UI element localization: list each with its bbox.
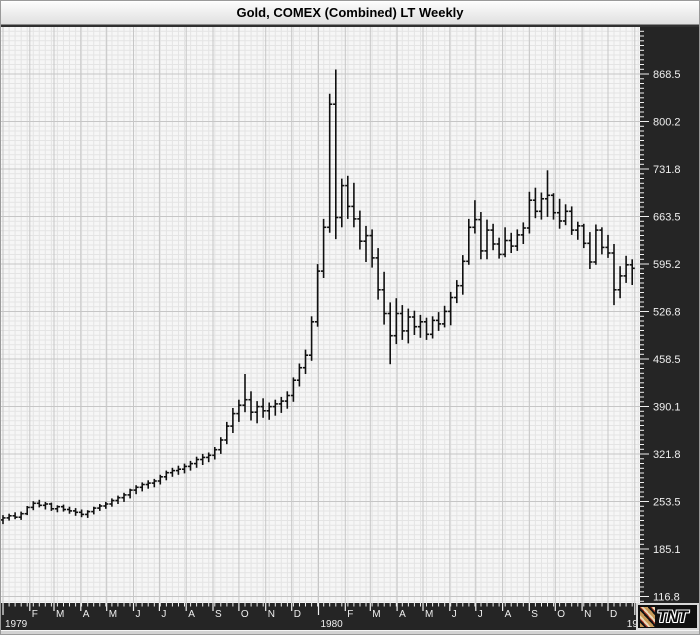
- svg-text:458.5: 458.5: [653, 354, 681, 366]
- svg-text:D: D: [294, 609, 301, 620]
- dynamite-icon: [640, 606, 655, 627]
- window-title-bar[interactable]: Gold, COMEX (Combined) LT Weekly: [1, 1, 699, 25]
- y-axis-background: [640, 27, 699, 603]
- svg-text:F: F: [32, 609, 38, 620]
- svg-text:F: F: [347, 609, 353, 620]
- y-axis-price-scale[interactable]: 868.5 800.2 731.8 663.5 595.2 526.8 458.5 390.1…: [640, 27, 699, 603]
- svg-text:526.8: 526.8: [653, 307, 681, 319]
- x-axis-month-year-ticks: [2, 603, 636, 615]
- svg-text:116.8: 116.8: [653, 592, 680, 604]
- svg-text:O: O: [557, 609, 565, 620]
- svg-text:595.2: 595.2: [653, 259, 681, 271]
- svg-text:253.5: 253.5: [653, 497, 681, 509]
- y-axis-ticks: [640, 30, 649, 602]
- svg-text:M: M: [56, 609, 64, 620]
- window-bottom-edge: [1, 630, 699, 634]
- svg-text:O: O: [241, 609, 249, 620]
- tnt-logo-text: TNT: [657, 607, 688, 626]
- y-axis-labels: 868.5 800.2 731.8 663.5 595.2 526.8 458.5 390.1…: [653, 69, 681, 603]
- svg-text:A: A: [505, 609, 512, 620]
- svg-text:M: M: [372, 609, 380, 620]
- svg-text:N: N: [268, 609, 275, 620]
- svg-text:N: N: [584, 609, 591, 620]
- svg-text:D: D: [610, 609, 617, 620]
- svg-text:185.1: 185.1: [653, 544, 681, 556]
- svg-text:19: 19: [627, 619, 639, 630]
- svg-text:1979: 1979: [5, 619, 28, 630]
- svg-text:M: M: [109, 609, 117, 620]
- svg-text:390.1: 390.1: [653, 402, 681, 414]
- y-axis-ticks-and-labels: 868.5 800.2 731.8 663.5 595.2 526.8 458.5 390.1…: [640, 27, 699, 603]
- svg-text:663.5: 663.5: [653, 212, 681, 224]
- svg-text:A: A: [188, 609, 195, 620]
- title-separator: [1, 25, 699, 27]
- tnt-logo: TNT: [636, 603, 699, 630]
- svg-text:M: M: [425, 609, 433, 620]
- svg-text:1980: 1980: [321, 619, 344, 630]
- svg-text:J: J: [452, 609, 457, 620]
- x-axis-week-ticks: [2, 603, 639, 607]
- window-title: Gold, COMEX (Combined) LT Weekly: [236, 5, 464, 20]
- svg-text:S: S: [215, 609, 222, 620]
- plot-background: [1, 27, 640, 603]
- svg-text:J: J: [478, 609, 483, 620]
- ohlc-price-bars: [1, 69, 635, 525]
- chart-main-area: 868.5 800.2 731.8 663.5 595.2 526.8 458.5 390.1…: [1, 27, 699, 603]
- svg-text:731.8: 731.8: [653, 164, 681, 176]
- svg-text:868.5: 868.5: [653, 69, 681, 81]
- x-axis-time-scale[interactable]: 1979 F M A M J J A S O N D 1980 F M A M J J A S O N D 19 TNT: [1, 603, 699, 630]
- svg-text:321.8: 321.8: [653, 449, 681, 461]
- svg-text:A: A: [83, 609, 90, 620]
- grid-major-lines: [1, 27, 640, 603]
- svg-text:A: A: [399, 609, 406, 620]
- svg-text:J: J: [136, 609, 141, 620]
- price-chart-plot[interactable]: [1, 27, 640, 603]
- svg-text:J: J: [161, 609, 166, 620]
- svg-text:800.2: 800.2: [653, 117, 681, 129]
- svg-text:S: S: [531, 609, 538, 620]
